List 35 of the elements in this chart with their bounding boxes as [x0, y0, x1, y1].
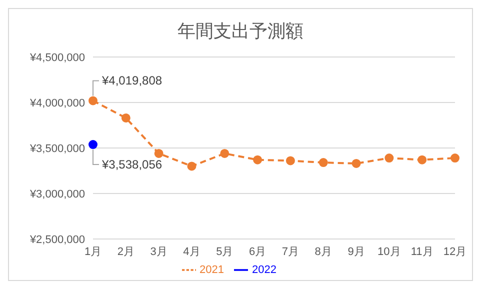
x-tick-label: 8月: [314, 246, 332, 258]
chart-title: 年間支出予測額: [176, 20, 304, 43]
legend-label: 2021: [200, 264, 224, 276]
point: [154, 148, 164, 158]
y-tick-label: ¥4,500,000: [28, 52, 85, 64]
point: [220, 148, 230, 158]
y-tick-label: ¥4,000,000: [28, 97, 85, 110]
x-tick-label: 10月: [378, 246, 401, 258]
x-tick-label: 4月: [183, 246, 200, 258]
point: [352, 158, 361, 168]
x-tick-label: 5月: [216, 246, 234, 258]
y-tick-label: ¥2,500,000: [28, 234, 85, 246]
x-tick-label: 1月: [84, 246, 102, 258]
point: [88, 140, 98, 150]
point: [450, 154, 460, 163]
point: [384, 154, 394, 163]
y-tick-label: ¥3,500,000: [28, 142, 85, 155]
x-tick-label: 12月: [443, 246, 467, 258]
x-tick-label: 2月: [117, 246, 134, 258]
x-tick-label: 3月: [150, 246, 168, 258]
data-label: ¥3,538,056: [101, 158, 162, 172]
x-tick-label: 9月: [348, 246, 365, 258]
point: [88, 96, 98, 106]
x-tick-label: 7月: [282, 246, 300, 258]
legend-label: 2022: [252, 264, 276, 276]
y-tick-label: ¥3,000,000: [28, 188, 85, 200]
point: [187, 162, 196, 171]
x-tick-label: 11月: [410, 246, 434, 258]
point: [121, 113, 130, 122]
x-tick-label: 6月: [248, 246, 266, 258]
point: [286, 156, 295, 166]
point: [253, 155, 262, 164]
point: [418, 155, 427, 164]
point: [318, 158, 328, 168]
data-label: ¥4,019,808: [101, 74, 162, 88]
